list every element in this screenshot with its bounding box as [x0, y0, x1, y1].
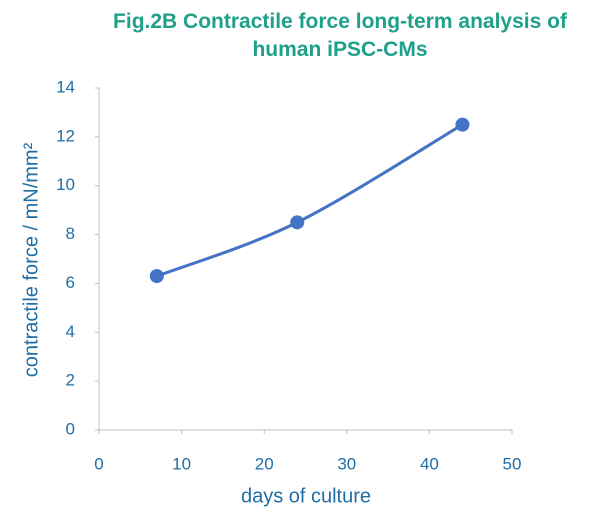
x-tick-label: 50 [503, 454, 522, 473]
chart-title: Fig.2B Contractile force long-term analy… [113, 10, 567, 61]
x-tick-label: 0 [94, 454, 103, 473]
x-tick-label: 20 [255, 454, 274, 473]
x-tick-label: 30 [337, 454, 356, 473]
y-tick-label: 2 [66, 371, 75, 390]
point [455, 117, 470, 132]
y-tick-label: 0 [66, 419, 75, 438]
x-axis-label: days of culture [241, 485, 371, 507]
x-tick-label: 40 [420, 454, 439, 473]
y-tick-label: 10 [56, 175, 75, 194]
x-tick-label: 10 [172, 454, 191, 473]
y-tick-label: 14 [56, 77, 75, 96]
y-tick-label: 12 [56, 126, 75, 145]
y-axis-label: contractile force / mN/mm² [20, 142, 42, 377]
line [156, 123, 464, 278]
y-tick-label: 6 [66, 273, 75, 292]
y-tick-label: 8 [66, 224, 75, 243]
point [290, 215, 305, 230]
point [149, 269, 164, 284]
y-tick-label: 4 [66, 322, 75, 341]
